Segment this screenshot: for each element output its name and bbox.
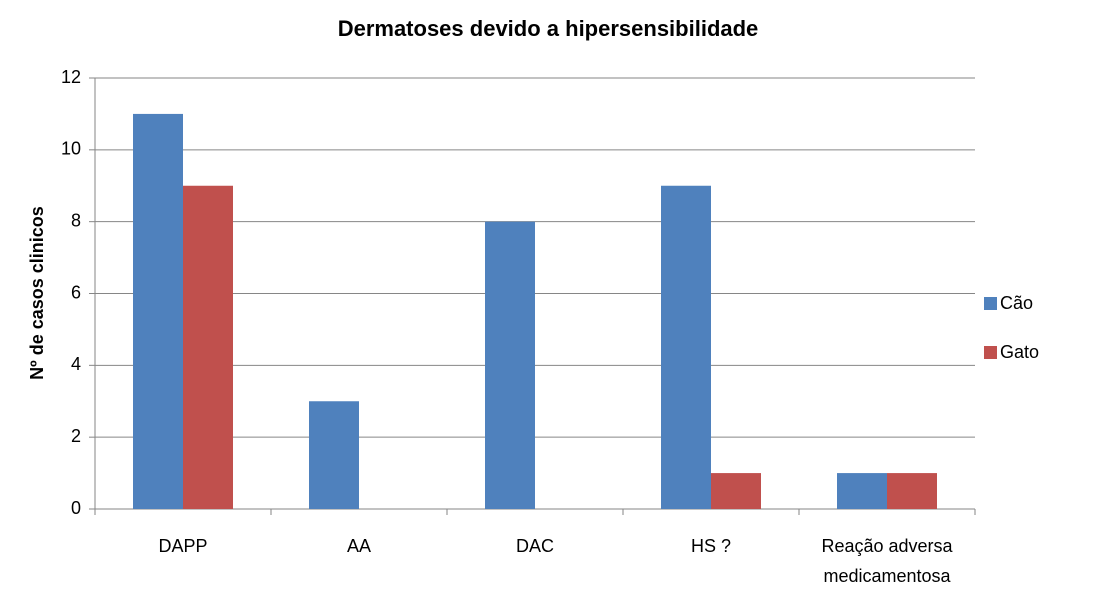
x-tick-label: HS ?	[691, 536, 731, 556]
legend-label: Cão	[1000, 293, 1033, 313]
y-tick-label: 10	[61, 139, 81, 159]
y-axis-label: Nº de casos clinicos	[27, 206, 47, 380]
bar	[711, 473, 761, 509]
x-tick-label: Reação adversa medicamentosa	[821, 536, 953, 586]
legend-swatch	[984, 346, 997, 359]
legend-label: Gato	[1000, 342, 1039, 362]
x-tick-label: DAC	[516, 536, 554, 556]
bar	[887, 473, 937, 509]
bar	[661, 185, 711, 509]
y-tick-label: 8	[71, 210, 81, 230]
x-tick-label: DAPP	[158, 536, 207, 556]
y-tick-label: 6	[71, 282, 81, 302]
y-tick-label: 4	[71, 354, 81, 374]
chart-title: Dermatoses devido a hipersensibilidade	[338, 16, 759, 41]
x-tick-label: AA	[347, 536, 371, 556]
bar	[309, 401, 359, 509]
bar	[837, 473, 887, 509]
legend-swatch	[984, 297, 997, 310]
y-tick-label: 2	[71, 426, 81, 446]
y-tick-label: 12	[61, 67, 81, 87]
bar	[485, 221, 535, 509]
bar	[133, 113, 183, 510]
bar	[183, 185, 233, 509]
y-tick-label: 0	[71, 498, 81, 518]
